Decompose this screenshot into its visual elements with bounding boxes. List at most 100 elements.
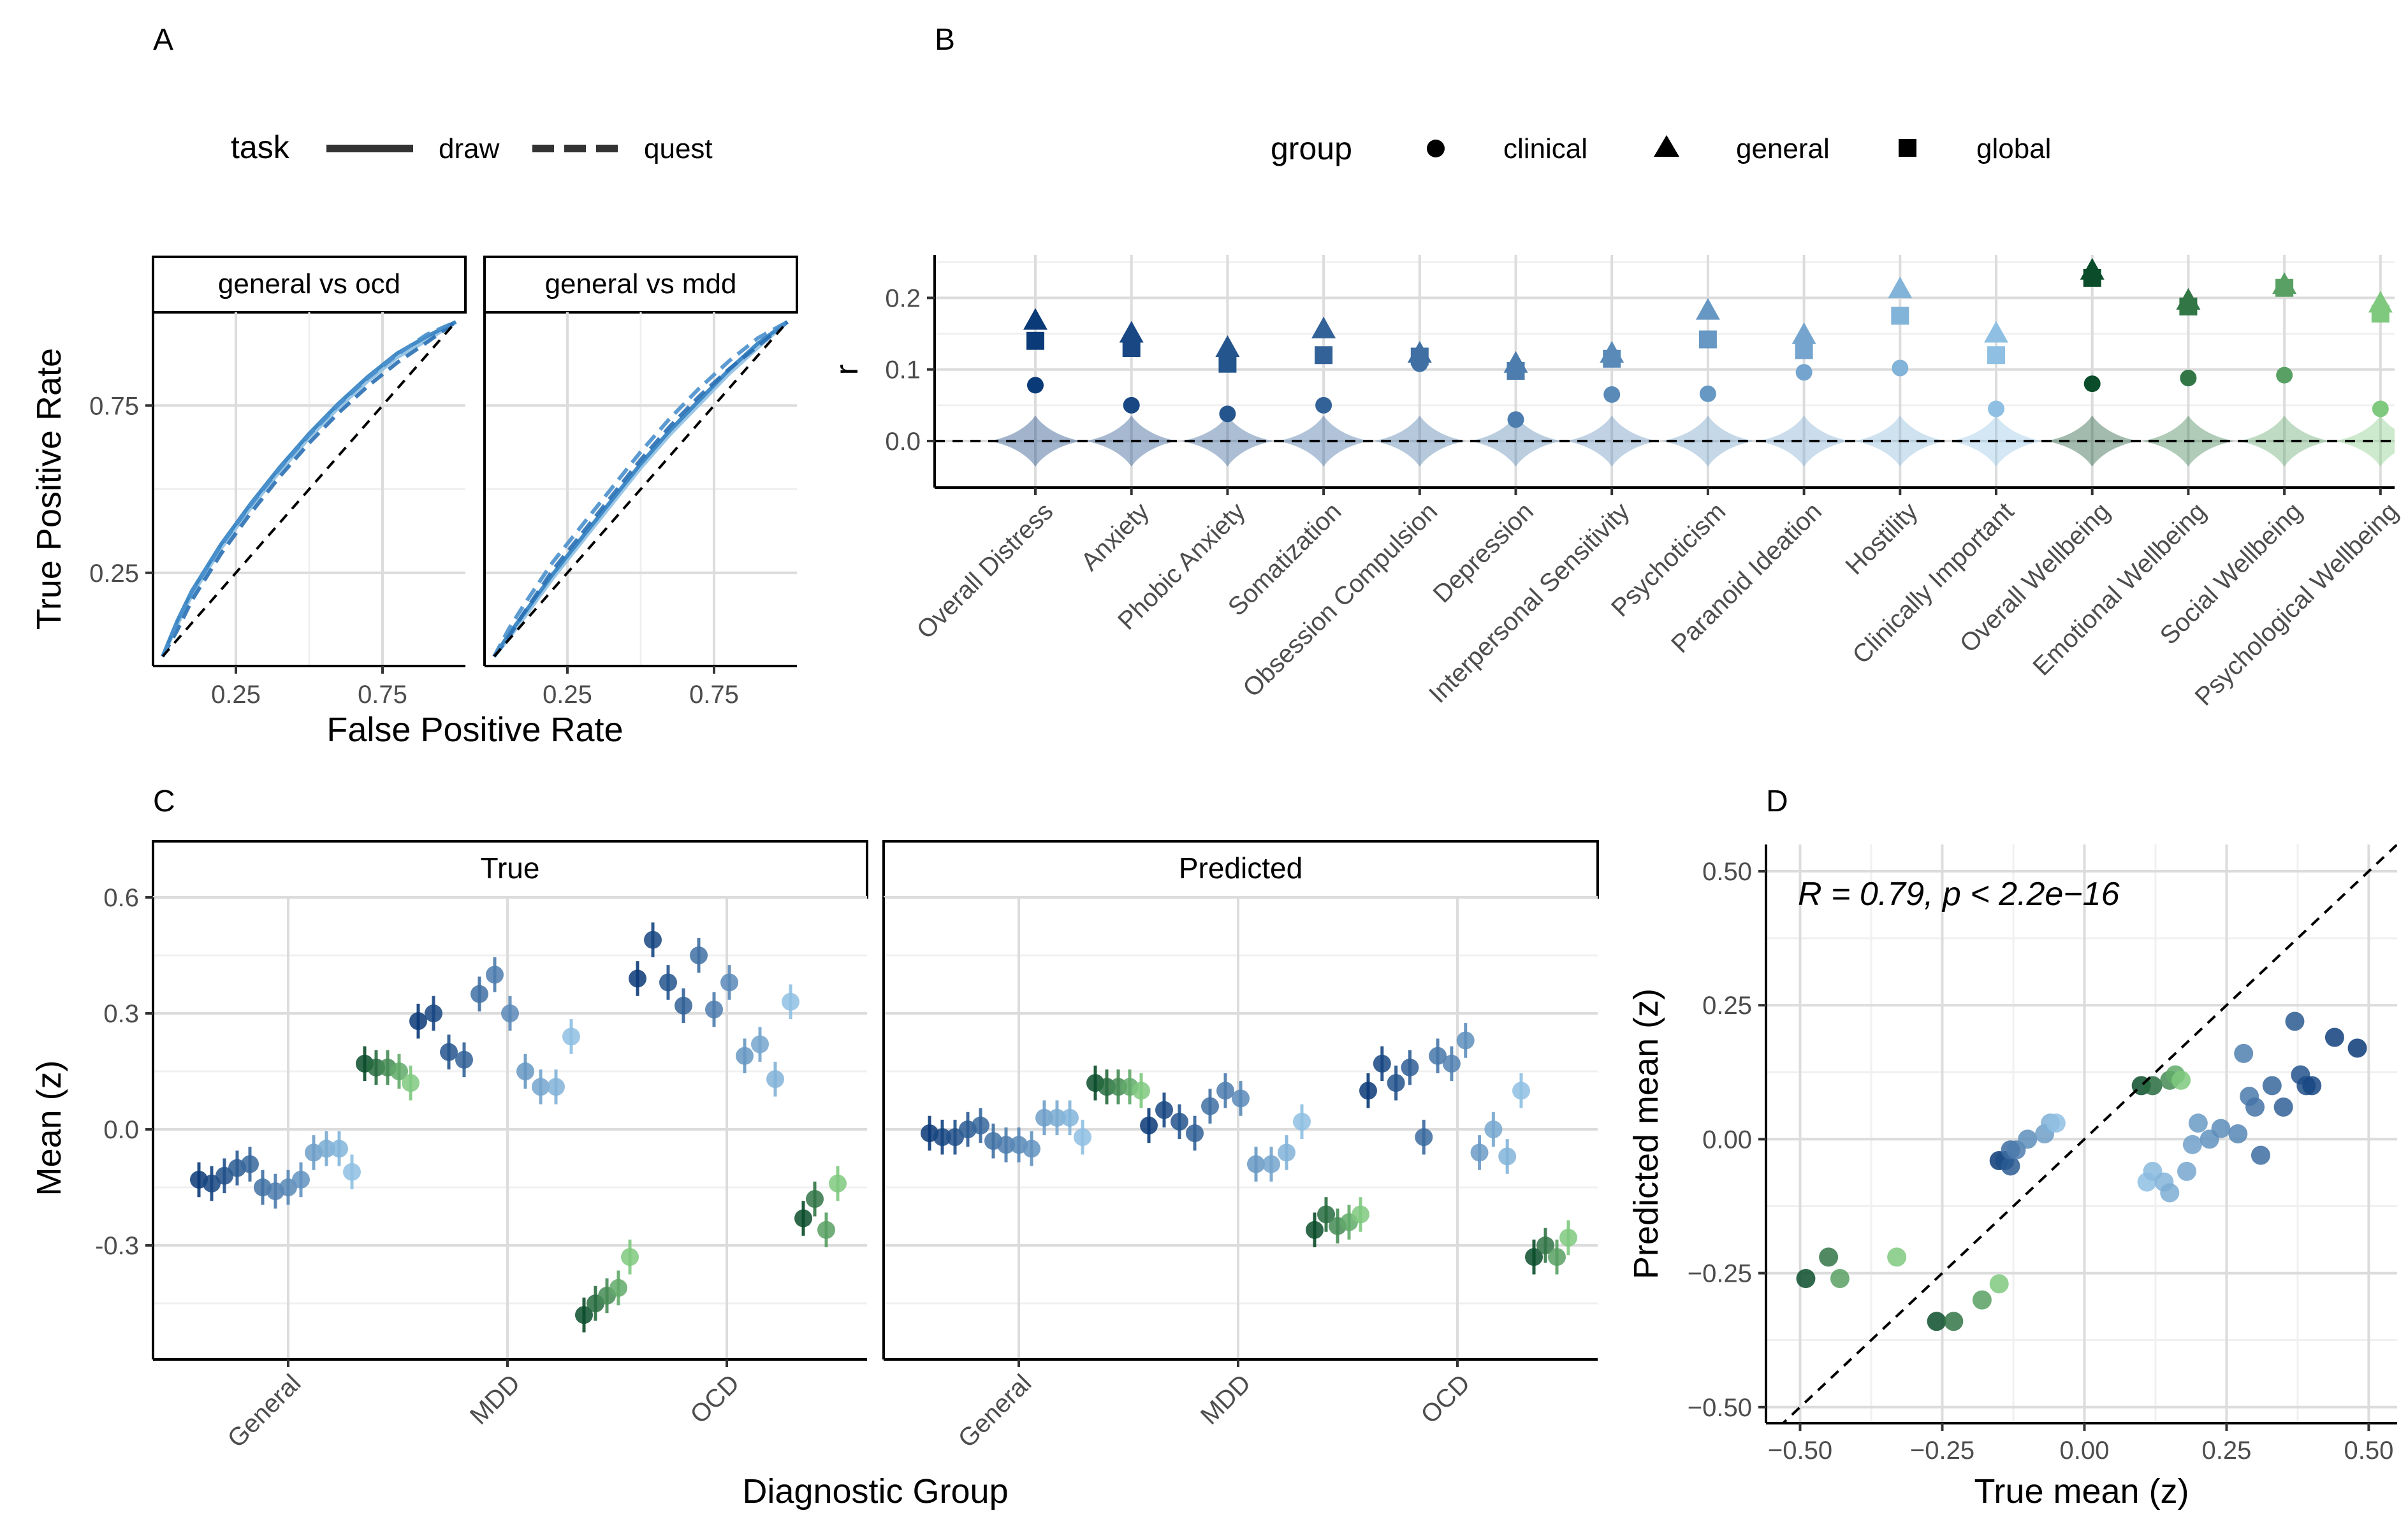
mean-point xyxy=(409,1012,427,1031)
mean-point xyxy=(1456,1031,1475,1050)
scatter-point xyxy=(2245,1097,2265,1117)
x-tick-label: MDD xyxy=(465,1369,526,1430)
scatter-point xyxy=(2251,1145,2270,1165)
mean-point xyxy=(547,1078,565,1096)
facet-strip-label: True xyxy=(481,851,540,885)
point-general xyxy=(1311,316,1336,338)
facet-true: True General MDD OCD xyxy=(152,840,868,1453)
y-tick-label: 0.1 xyxy=(885,356,921,384)
mean-point xyxy=(1155,1101,1173,1119)
panel-a: task draw quest general vs ocd 0.25 0.75 … xyxy=(30,129,798,749)
legend-clinical-swatch xyxy=(1427,140,1445,157)
scatter-point xyxy=(1972,1290,1992,1310)
mean-point xyxy=(1061,1108,1079,1127)
y-tick-label: 0.2 xyxy=(885,284,921,312)
point-clinical xyxy=(2083,375,2101,393)
mean-point xyxy=(659,973,677,992)
correlation-points xyxy=(935,257,2395,467)
facet-strip xyxy=(152,256,467,314)
mean-point xyxy=(1247,1155,1265,1173)
point-clinical xyxy=(2276,366,2293,384)
mean-point xyxy=(1306,1221,1324,1239)
y-axis-title: Mean (z) xyxy=(30,1060,68,1196)
chance-line xyxy=(493,321,789,658)
chance-line xyxy=(161,321,457,658)
scatter-point xyxy=(1989,1274,2009,1294)
scatter-point xyxy=(2182,1134,2202,1154)
point-global xyxy=(2371,305,2390,323)
point-clinical xyxy=(1603,386,1621,403)
scatter-point xyxy=(2177,1161,2196,1181)
point-clinical xyxy=(1219,405,1236,423)
mean-point xyxy=(720,973,738,992)
panel-label-a: A xyxy=(153,23,173,57)
grid xyxy=(884,896,1598,1359)
mean-point xyxy=(1470,1143,1489,1162)
x-ticks: General MDD OCD xyxy=(953,1359,1475,1453)
mean-point xyxy=(1232,1089,1250,1108)
scatter-point xyxy=(1927,1312,1946,1331)
y-tick-label: −0.50 xyxy=(1688,1394,1752,1422)
x-axis-title: Diagnostic Group xyxy=(742,1472,1008,1511)
scatter-point xyxy=(2302,1076,2322,1096)
mean-point xyxy=(1074,1128,1091,1147)
mean-point xyxy=(532,1078,550,1096)
null-distribution-violin xyxy=(2046,416,2138,467)
point-general xyxy=(1791,322,1816,344)
roc-curves xyxy=(492,320,789,658)
mean-point xyxy=(1186,1124,1204,1143)
point-clinical xyxy=(1315,396,1332,414)
facet-general-vs-mdd: general vs mdd 0.25 0.75 xyxy=(483,256,798,709)
point-clinical xyxy=(1892,359,1909,377)
point-general xyxy=(1695,298,1720,320)
x-tick-label: Interpersonal Sensitivity xyxy=(1424,497,1635,708)
point-global xyxy=(1122,339,1141,357)
mean-point xyxy=(1484,1120,1503,1139)
mean-point xyxy=(501,1004,519,1023)
point-global xyxy=(1410,347,1429,366)
x-tick-label: 0.00 xyxy=(2060,1437,2110,1465)
x-axis-title: True mean (z) xyxy=(1974,1472,2189,1511)
point-global xyxy=(1987,346,2005,365)
scatter-points xyxy=(1796,1011,2367,1331)
scatter-point xyxy=(1887,1247,1907,1267)
panel-c: True General MDD OCD Predicted General MDD O… xyxy=(30,840,1599,1511)
roc-curve-quest xyxy=(492,320,789,658)
facet-strip xyxy=(882,840,1599,899)
mean-point xyxy=(817,1221,835,1239)
x-tick-label: Clinically Important xyxy=(1847,497,2019,669)
mean-points xyxy=(190,922,847,1333)
x-tick-label: 0.75 xyxy=(689,681,739,709)
point-general xyxy=(1023,308,1047,330)
mean-point xyxy=(806,1190,824,1208)
x-tick-label: −0.25 xyxy=(1910,1437,1974,1465)
scatter-point xyxy=(2228,1124,2248,1143)
identity-line xyxy=(1781,844,2397,1423)
legend-draw-label: draw xyxy=(439,133,500,164)
y-tick-label: -0.3 xyxy=(95,1232,139,1260)
facet-strip-label: general vs ocd xyxy=(218,268,400,300)
point-clinical xyxy=(1507,411,1524,428)
mean-point xyxy=(241,1155,259,1173)
mean-point xyxy=(455,1050,473,1069)
mean-point xyxy=(1373,1054,1391,1073)
point-clinical xyxy=(1123,396,1140,414)
x-tick-label: Overall Distress xyxy=(912,497,1059,644)
mean-point xyxy=(292,1170,310,1189)
x-tick-label: Anxiety xyxy=(1076,497,1155,576)
y-tick-label: 0.25 xyxy=(89,560,139,588)
legend-task: task draw quest xyxy=(231,129,713,165)
y-tick-label: 0.6 xyxy=(103,884,139,912)
mean-point xyxy=(1293,1112,1311,1131)
mean-point xyxy=(1429,1047,1447,1065)
point-clinical xyxy=(1795,364,1813,381)
point-general xyxy=(1888,276,1913,298)
mean-point xyxy=(644,931,662,949)
mean-point xyxy=(1201,1097,1219,1115)
mean-point xyxy=(1140,1116,1158,1134)
point-clinical xyxy=(1699,385,1716,402)
legend-global-swatch xyxy=(1899,139,1916,157)
mean-point xyxy=(1548,1248,1566,1266)
grid xyxy=(153,896,867,1359)
mean-point xyxy=(1536,1236,1554,1255)
